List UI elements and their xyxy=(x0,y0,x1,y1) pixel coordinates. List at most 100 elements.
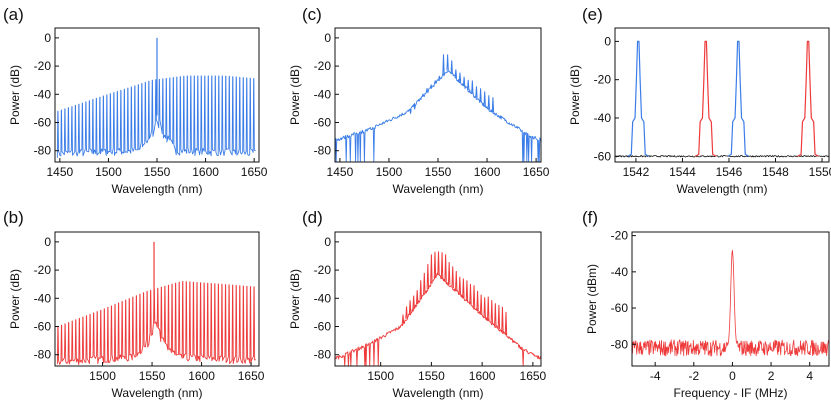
comb-tooth xyxy=(433,251,437,279)
series-line xyxy=(632,249,829,357)
panel-label: (b) xyxy=(3,208,24,227)
y-tick-label: 0 xyxy=(324,235,331,249)
y-tick-label: -60 xyxy=(314,320,332,334)
y-tick-label: 0 xyxy=(44,235,51,249)
panel-label: (f) xyxy=(582,208,598,227)
comb-tooth xyxy=(444,254,447,282)
x-tick-label: 1450 xyxy=(327,165,354,179)
comb-tooth xyxy=(413,104,416,110)
panel-label: (d) xyxy=(302,208,323,227)
comb-tooth xyxy=(504,311,508,336)
series-trace-f xyxy=(632,249,829,357)
comb-tooth xyxy=(475,86,478,99)
y-axis-label: Power (dB) xyxy=(8,269,22,329)
x-tick-label: 1548 xyxy=(762,165,789,179)
plot-frame xyxy=(334,27,542,163)
chart-panel-d: 1500 1550 1600 1650 -80 -60 -40 -20 0 Wavelength … xyxy=(288,208,547,400)
x-tick-label: 1600 xyxy=(474,165,501,179)
plot-frame xyxy=(54,231,260,367)
y-tick-label: -40 xyxy=(314,291,332,305)
x-axis-label: Wavelength (nm) xyxy=(393,386,484,400)
panel-label: (a) xyxy=(3,5,24,24)
x-tick-label: 1544 xyxy=(669,165,696,179)
comb-tooth xyxy=(479,88,482,103)
comb-tooth xyxy=(497,304,501,330)
comb-tooth xyxy=(437,251,440,276)
comb-tooth xyxy=(421,93,425,97)
comb-tooth xyxy=(458,72,462,83)
y-tick-label: -20 xyxy=(611,229,629,243)
comb-tooth xyxy=(462,278,465,298)
chart-panel-e: 1542 1544 1546 1548 1550 -60 -40 -20 0 Wavelength… xyxy=(568,5,831,196)
series-trace-a xyxy=(56,37,256,158)
series-trace-b xyxy=(56,241,256,366)
comb-tooth xyxy=(455,270,458,292)
comb-tooth xyxy=(417,98,420,101)
series-line xyxy=(335,70,541,162)
y-tick-label: 0 xyxy=(604,34,611,48)
y-axis-label: Power (dB) xyxy=(288,65,302,125)
y-tick-label: -60 xyxy=(594,149,612,163)
comb-tooth xyxy=(446,54,449,71)
x-tick-label: 1550 xyxy=(144,165,171,179)
comb-tooth xyxy=(487,95,490,110)
y-tick-label: -60 xyxy=(611,301,629,315)
x-tick-label: 1500 xyxy=(367,369,394,383)
y-tick-label: -20 xyxy=(594,73,612,87)
comb-tooth xyxy=(467,79,470,91)
y-tick-label: -20 xyxy=(34,59,52,73)
y-tick-label: -60 xyxy=(314,116,332,130)
comb-tooth xyxy=(454,69,458,79)
wavelength-peak xyxy=(627,40,650,157)
comb-tooth xyxy=(415,290,419,304)
y-tick-label: -60 xyxy=(34,320,52,334)
y-axis-label: Power (dB) xyxy=(288,269,302,329)
x-axis-label: Wavelength (nm) xyxy=(112,182,203,196)
x-tick-label: 1550 xyxy=(809,165,831,179)
y-tick-label: -20 xyxy=(314,263,332,277)
chart-panel-b: 1500 1550 1600 1650 -80 -60 -40 -20 0 Wavelength … xyxy=(3,208,265,400)
comb-tooth xyxy=(494,303,497,327)
comb-tooth xyxy=(412,295,415,309)
chart-panel-a: 1450 1500 1550 1600 1650 -80 -60 -40 -20 0 Wavelen… xyxy=(3,5,268,196)
y-axis-label: Power (dBm) xyxy=(585,264,599,334)
comb-tooth xyxy=(476,290,479,312)
x-tick-label: 1546 xyxy=(716,165,743,179)
comb-tooth xyxy=(501,306,504,333)
panel-label: (e) xyxy=(582,5,603,24)
comb-tooth xyxy=(472,285,476,308)
comb-tooth xyxy=(419,280,422,300)
x-tick-label: 1550 xyxy=(139,369,166,383)
y-tick-label: -40 xyxy=(314,87,332,101)
wavelength-peak xyxy=(727,40,750,157)
comb-tooth xyxy=(434,80,437,84)
x-tick-label: 1600 xyxy=(188,369,215,383)
comb-tooth xyxy=(401,314,405,324)
comb-tooth xyxy=(469,283,472,305)
x-tick-label: 1650 xyxy=(241,165,268,179)
comb-tooth xyxy=(405,306,408,319)
x-tick-label: 1550 xyxy=(425,165,452,179)
wavelength-peak xyxy=(694,40,717,157)
x-tick-label: 1500 xyxy=(376,165,403,179)
comb-tooth xyxy=(425,88,429,93)
x-tick-label: 1650 xyxy=(520,369,547,383)
x-tick-label: 1600 xyxy=(192,165,219,179)
comb-tooth xyxy=(465,280,469,302)
y-tick-label: -80 xyxy=(611,337,629,351)
y-tick-label: -80 xyxy=(34,144,52,158)
y-axis-label: Power (dB) xyxy=(8,65,22,125)
y-tick-label: -80 xyxy=(314,144,332,158)
y-tick-label: -80 xyxy=(34,348,52,362)
comb-tooth xyxy=(423,272,426,295)
x-axis-label: Wavelength (nm) xyxy=(677,182,768,196)
x-tick-label: 1500 xyxy=(89,369,116,383)
comb-tooth xyxy=(471,80,474,95)
comb-tooth xyxy=(490,300,493,324)
series-line xyxy=(56,75,256,158)
comb-tooth xyxy=(409,109,412,114)
panel-label: (c) xyxy=(302,5,322,24)
x-tick-label: 4 xyxy=(806,369,813,383)
